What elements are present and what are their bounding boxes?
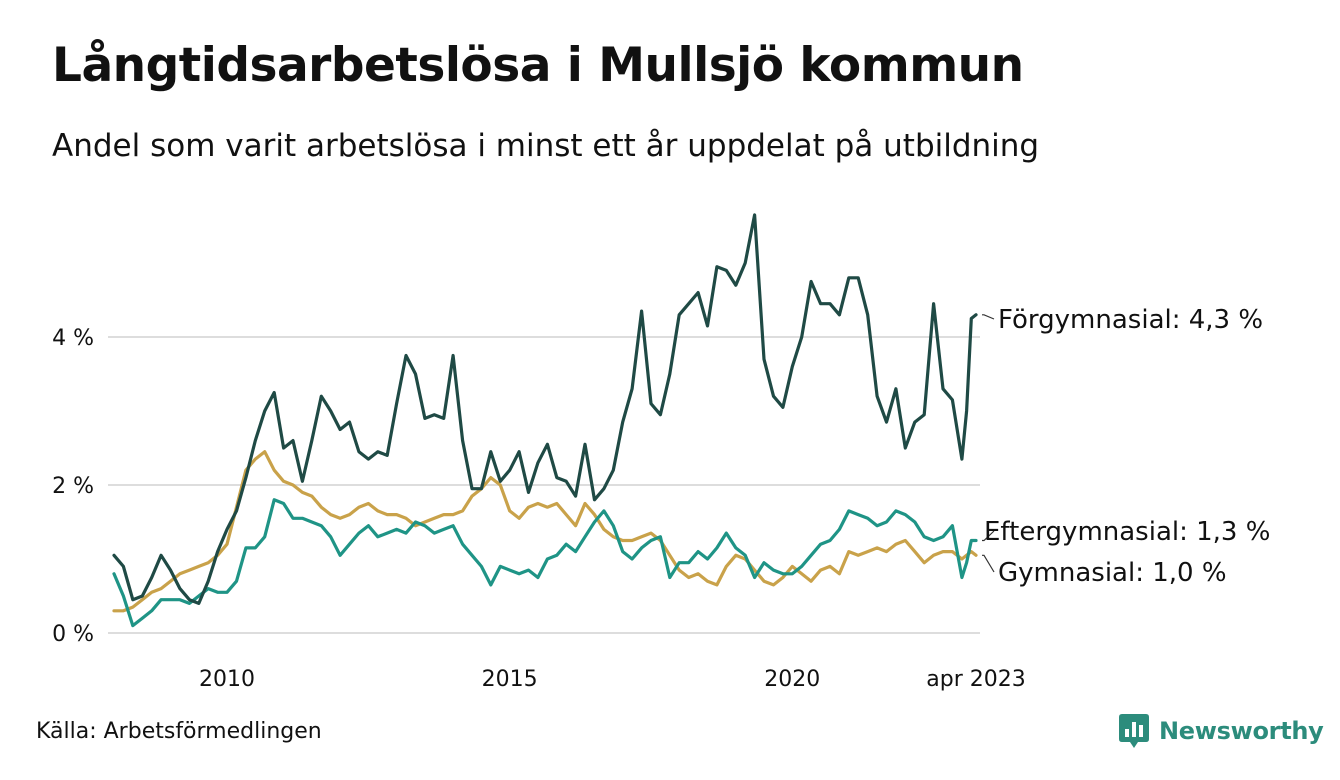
y-tick-label: 0 % <box>52 622 94 647</box>
label-leader-line <box>982 314 995 320</box>
newsworthy-icon <box>1119 714 1149 748</box>
y-tick-label: 4 % <box>52 326 94 351</box>
series-end-label: Gymnasial: 1,0 % <box>998 558 1227 588</box>
brand-name: Newsworthy <box>1159 717 1324 745</box>
series-end-label: Förgymnasial: 4,3 % <box>998 305 1263 335</box>
series-line-frgymnasial <box>112 213 978 605</box>
x-tick-label: 2010 <box>199 667 255 692</box>
label-leader-line <box>982 554 995 573</box>
x-tick-label: apr 2023 <box>926 667 1025 692</box>
label-leader-line <box>982 530 995 542</box>
x-tick-label: 2020 <box>764 667 820 692</box>
series-end-label: Eftergymnasial: 1,3 % <box>984 517 1270 547</box>
x-axis: 2010 2015 2020 apr 2023 <box>199 667 1026 692</box>
series-lines <box>112 213 978 628</box>
source-note: Källa: Arbetsförmedlingen <box>36 719 322 744</box>
y-axis: 0 % 2 % 4 % <box>52 326 94 647</box>
y-tick-label: 2 % <box>52 474 94 499</box>
end-labels: Förgymnasial: 4,3 % Eftergymnasial: 1,3 %… <box>982 305 1270 588</box>
gridlines <box>108 336 980 634</box>
brand-logo: Newsworthy <box>1119 714 1324 748</box>
chart-subtitle: Andel som varit arbetslösa i minst ett å… <box>52 128 1040 164</box>
series-line-gymnasial <box>112 450 978 613</box>
x-tick-label: 2015 <box>482 667 538 692</box>
chart-title: Långtidsarbetslösa i Mullsjö kommun <box>52 38 1024 93</box>
series-line-eftergymnasial <box>112 498 978 628</box>
